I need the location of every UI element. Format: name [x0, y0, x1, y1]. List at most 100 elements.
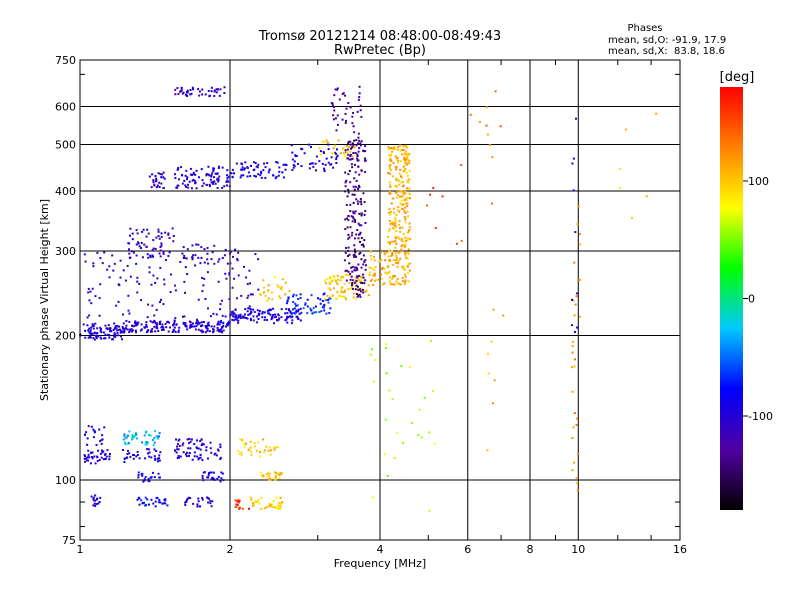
data-point: [328, 281, 331, 284]
data-point: [371, 496, 374, 499]
data-point: [358, 224, 361, 227]
data-point: [250, 319, 253, 322]
data-point: [136, 276, 139, 279]
data-point: [92, 324, 95, 327]
data-point: [358, 252, 361, 255]
data-point: [154, 457, 157, 460]
data-point: [380, 251, 383, 254]
data-point: [362, 192, 365, 195]
data-point: [90, 451, 93, 454]
data-point: [364, 268, 367, 271]
data-point: [299, 319, 302, 322]
data-point: [207, 262, 210, 265]
data-point: [243, 265, 246, 268]
data-point: [394, 155, 397, 158]
data-point: [255, 175, 258, 178]
data-point: [96, 459, 99, 462]
data-point: [172, 234, 175, 237]
data-point: [362, 254, 365, 257]
data-point: [207, 473, 210, 476]
data-point: [350, 266, 353, 269]
data-point: [335, 129, 338, 132]
data-point: [197, 243, 200, 246]
data-point: [161, 323, 164, 326]
data-point: [406, 264, 409, 267]
data-point: [577, 452, 580, 455]
data-point: [353, 248, 356, 251]
data-point: [299, 307, 302, 310]
data-point: [197, 447, 200, 450]
data-point: [408, 178, 411, 181]
data-point: [403, 199, 406, 202]
data-point: [216, 178, 219, 181]
data-point: [145, 323, 148, 326]
data-point: [392, 276, 395, 279]
data-point: [187, 186, 190, 189]
data-point: [357, 187, 360, 190]
data-point: [136, 498, 139, 501]
data-point: [105, 455, 108, 458]
data-point: [169, 326, 172, 329]
data-point: [396, 282, 399, 285]
data-point: [182, 322, 185, 325]
data-point: [91, 325, 94, 328]
data-point: [406, 257, 409, 260]
data-point: [84, 260, 87, 263]
data-point: [370, 348, 373, 351]
data-point: [407, 252, 410, 255]
data-point: [89, 326, 92, 329]
data-point: [84, 457, 87, 460]
data-point: [362, 276, 365, 279]
data-point: [267, 284, 270, 287]
data-point: [243, 168, 246, 171]
data-point: [152, 502, 155, 505]
data-point: [358, 96, 361, 99]
data-point: [122, 322, 125, 325]
data-point: [374, 358, 377, 361]
data-point: [571, 345, 574, 348]
data-point: [129, 227, 132, 230]
data-point: [355, 266, 358, 269]
data-point: [319, 298, 322, 301]
data-point: [291, 315, 294, 318]
data-point: [282, 163, 285, 166]
data-point: [252, 319, 255, 322]
data-point: [378, 260, 381, 263]
data-point: [357, 294, 360, 297]
data-point: [196, 505, 199, 508]
data-point: [353, 146, 356, 149]
data-point: [423, 396, 426, 399]
data-point: [242, 315, 245, 318]
data-point: [401, 265, 404, 268]
data-point: [347, 142, 350, 145]
data-point: [373, 272, 376, 275]
data-point: [205, 174, 208, 177]
data-point: [221, 257, 224, 260]
data-point: [210, 90, 213, 93]
data-point: [264, 166, 267, 169]
data-point: [630, 216, 633, 219]
data-point: [212, 167, 215, 170]
data-point: [193, 455, 196, 458]
data-point: [576, 223, 579, 226]
data-point: [257, 499, 260, 502]
data-point: [207, 476, 210, 479]
data-point: [254, 445, 257, 448]
data-point: [338, 98, 341, 101]
data-point: [231, 176, 234, 179]
data-point: [407, 231, 410, 234]
data-point: [280, 472, 283, 475]
data-point: [408, 187, 411, 190]
data-point: [321, 306, 324, 309]
data-point: [291, 168, 294, 171]
data-point: [260, 507, 263, 510]
data-point: [135, 331, 138, 334]
data-point: [154, 247, 157, 250]
x-axis-label: Frequency [MHz]: [334, 557, 426, 570]
data-point: [148, 271, 151, 274]
data-point: [362, 243, 365, 246]
data-point: [315, 169, 318, 172]
data-point: [396, 148, 399, 151]
data-point: [237, 321, 240, 324]
data-point: [347, 173, 350, 176]
